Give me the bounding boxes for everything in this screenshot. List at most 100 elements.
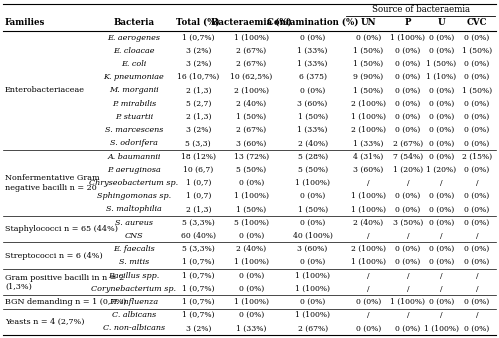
Text: 3 (2%): 3 (2%) (186, 60, 211, 68)
Text: 13 (72%): 13 (72%) (234, 152, 269, 161)
Text: 0 (0%): 0 (0%) (465, 298, 490, 306)
Text: /: / (407, 271, 409, 280)
Text: 2 (40%): 2 (40%) (297, 139, 328, 147)
Text: Corynebacterium sp.: Corynebacterium sp. (91, 285, 177, 293)
Text: 1 (100%): 1 (100%) (295, 311, 330, 319)
Text: 0 (0%): 0 (0%) (465, 206, 490, 213)
Text: E. faecalis: E. faecalis (113, 245, 155, 253)
Text: 1 (100%): 1 (100%) (351, 192, 386, 200)
Text: 0 (0%): 0 (0%) (429, 298, 454, 306)
Text: S. maltophilia: S. maltophilia (106, 206, 162, 213)
Text: 0 (0%): 0 (0%) (465, 60, 490, 68)
Text: 1 (50%): 1 (50%) (426, 60, 456, 68)
Text: /: / (440, 232, 443, 240)
Text: 0 (0%): 0 (0%) (356, 33, 381, 42)
Text: 0 (0%): 0 (0%) (465, 324, 490, 332)
Text: 3 (2%): 3 (2%) (186, 47, 211, 55)
Text: 1 (100%): 1 (100%) (234, 192, 269, 200)
Text: 1 (0,7%): 1 (0,7%) (182, 33, 215, 42)
Text: 3 (2%): 3 (2%) (186, 324, 211, 332)
Text: 0 (0%): 0 (0%) (429, 139, 454, 147)
Text: 1 (100%): 1 (100%) (295, 285, 330, 293)
Text: 0 (0%): 0 (0%) (395, 126, 421, 134)
Text: M. morganii: M. morganii (109, 87, 159, 95)
Text: Total (%): Total (%) (177, 18, 220, 27)
Text: 10 (62,5%): 10 (62,5%) (231, 73, 272, 81)
Text: P. mirabilis: P. mirabilis (112, 100, 156, 108)
Text: 0 (0%): 0 (0%) (465, 139, 490, 147)
Text: 5 (3,3): 5 (3,3) (186, 139, 211, 147)
Text: 2 (15%): 2 (15%) (462, 152, 492, 161)
Text: 0 (0%): 0 (0%) (465, 73, 490, 81)
Text: 1 (33%): 1 (33%) (297, 47, 328, 55)
Text: UN: UN (360, 18, 376, 27)
Text: 0 (0%): 0 (0%) (429, 47, 454, 55)
Text: 1 (100%): 1 (100%) (351, 113, 386, 121)
Text: /: / (476, 271, 478, 280)
Text: 0 (0%): 0 (0%) (465, 245, 490, 253)
Text: 1 (0,7): 1 (0,7) (186, 192, 211, 200)
Text: 0 (0%): 0 (0%) (395, 113, 421, 121)
Text: 0 (0%): 0 (0%) (429, 126, 454, 134)
Text: 1 (20%): 1 (20%) (393, 166, 423, 174)
Text: 2 (1,3): 2 (1,3) (186, 87, 211, 95)
Text: 6 (375): 6 (375) (298, 73, 327, 81)
Text: 0 (0%): 0 (0%) (395, 324, 421, 332)
Text: 1 (50%): 1 (50%) (353, 60, 383, 68)
Text: 1 (20%): 1 (20%) (426, 166, 456, 174)
Text: /: / (407, 179, 409, 187)
Text: 1 (50%): 1 (50%) (237, 113, 266, 121)
Text: BGN demanding n = 1 (0,7%): BGN demanding n = 1 (0,7%) (5, 298, 126, 306)
Text: 1 (100%): 1 (100%) (390, 33, 425, 42)
Text: 1 (10%): 1 (10%) (426, 73, 456, 81)
Text: 2 (100%): 2 (100%) (351, 245, 386, 253)
Text: /: / (476, 179, 478, 187)
Text: 2 (100%): 2 (100%) (351, 100, 386, 108)
Text: 0 (0%): 0 (0%) (429, 219, 454, 227)
Text: 0 (0%): 0 (0%) (395, 100, 421, 108)
Text: 0 (0%): 0 (0%) (395, 87, 421, 95)
Text: /: / (476, 311, 478, 319)
Text: /: / (407, 232, 409, 240)
Text: 0 (0%): 0 (0%) (465, 33, 490, 42)
Text: E. cloacae: E. cloacae (113, 47, 155, 55)
Text: 0 (0%): 0 (0%) (429, 87, 454, 95)
Text: 2 (67%): 2 (67%) (393, 139, 423, 147)
Text: 1 (0,7%): 1 (0,7%) (182, 311, 215, 319)
Text: /: / (440, 285, 443, 293)
Text: 5 (28%): 5 (28%) (297, 152, 328, 161)
Text: 2 (67%): 2 (67%) (237, 60, 266, 68)
Text: 0 (0%): 0 (0%) (395, 73, 421, 81)
Text: U: U (438, 18, 445, 27)
Text: 2 (1,3): 2 (1,3) (186, 206, 211, 213)
Text: 0 (0%): 0 (0%) (300, 298, 325, 306)
Text: 0 (0%): 0 (0%) (356, 324, 381, 332)
Text: /: / (407, 285, 409, 293)
Text: 3 (60%): 3 (60%) (237, 139, 266, 147)
Text: 5 (2,7): 5 (2,7) (186, 100, 211, 108)
Text: 1 (0,7%): 1 (0,7%) (182, 258, 215, 266)
Text: 5 (50%): 5 (50%) (297, 166, 328, 174)
Text: Chryseobacterium sp.: Chryseobacterium sp. (89, 179, 179, 187)
Text: 0 (0%): 0 (0%) (300, 192, 325, 200)
Text: 0 (0%): 0 (0%) (356, 298, 381, 306)
Text: 0 (0%): 0 (0%) (465, 166, 490, 174)
Text: /: / (407, 311, 409, 319)
Text: 1 (100%): 1 (100%) (295, 179, 330, 187)
Text: 0 (0%): 0 (0%) (429, 100, 454, 108)
Text: 16 (10,7%): 16 (10,7%) (177, 73, 220, 81)
Text: 3 (2%): 3 (2%) (186, 126, 211, 134)
Text: 1 (100%): 1 (100%) (234, 298, 269, 306)
Text: 3 (60%): 3 (60%) (297, 100, 328, 108)
Text: P. stuartii: P. stuartii (115, 113, 153, 121)
Text: 1 (50%): 1 (50%) (462, 87, 492, 95)
Text: 1 (0,7%): 1 (0,7%) (182, 298, 215, 306)
Text: 0 (0%): 0 (0%) (300, 258, 325, 266)
Text: 0 (0%): 0 (0%) (429, 152, 454, 161)
Text: K. pneumoniae: K. pneumoniae (104, 73, 164, 81)
Text: S. odorifera: S. odorifera (110, 139, 158, 147)
Text: 7 (54%): 7 (54%) (393, 152, 423, 161)
Text: 0 (0%): 0 (0%) (429, 192, 454, 200)
Text: /: / (440, 311, 443, 319)
Text: CNS: CNS (125, 232, 143, 240)
